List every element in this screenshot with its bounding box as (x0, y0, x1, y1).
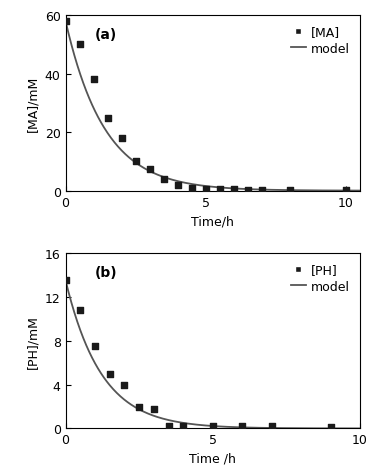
model (222, 424, 227, 430)
Y-axis label: [PH]/mM: [PH]/mM (27, 314, 39, 368)
model (203, 184, 208, 189)
[PH] (210, 423, 216, 430)
[PH] (63, 277, 69, 285)
model (238, 425, 243, 430)
[MA] (105, 114, 111, 122)
model (358, 188, 362, 194)
Line: model: model (66, 22, 360, 191)
[MA] (217, 186, 223, 194)
[MA] (231, 186, 237, 194)
model (205, 423, 210, 428)
[PH] (136, 403, 142, 410)
model (205, 184, 210, 189)
[MA] (287, 187, 293, 195)
model (351, 426, 355, 431)
Legend: [MA], model: [MA], model (287, 22, 354, 60)
[MA] (91, 77, 97, 84)
model (358, 426, 362, 431)
[MA] (343, 187, 349, 195)
model (238, 187, 243, 192)
[MA] (63, 18, 69, 26)
[MA] (119, 135, 125, 142)
model (63, 278, 68, 284)
Legend: [PH], model: [PH], model (287, 259, 354, 297)
model (222, 186, 227, 191)
Text: (a): (a) (95, 29, 117, 42)
Y-axis label: [MA]/mM: [MA]/mM (26, 76, 39, 132)
[PH] (269, 423, 275, 430)
[MA] (77, 41, 83, 49)
model (203, 423, 208, 428)
model (305, 426, 309, 431)
[PH] (166, 423, 172, 430)
[PH] (92, 343, 98, 350)
Text: (b): (b) (95, 266, 117, 279)
[PH] (107, 370, 113, 377)
X-axis label: Time/h: Time/h (191, 215, 234, 228)
[MA] (203, 186, 209, 194)
Line: model: model (66, 281, 360, 428)
[MA] (147, 166, 153, 173)
[MA] (245, 187, 251, 194)
[MA] (189, 185, 195, 192)
X-axis label: Time /h: Time /h (190, 452, 236, 465)
model (305, 188, 309, 194)
model (351, 188, 355, 194)
[PH] (239, 423, 245, 430)
model (63, 19, 68, 25)
[MA] (259, 187, 265, 194)
[PH] (180, 423, 186, 430)
[PH] (121, 381, 127, 388)
[MA] (133, 158, 139, 166)
[PH] (327, 424, 334, 431)
[PH] (151, 405, 157, 413)
[PH] (77, 307, 83, 314)
[MA] (161, 176, 167, 183)
[MA] (175, 182, 181, 189)
